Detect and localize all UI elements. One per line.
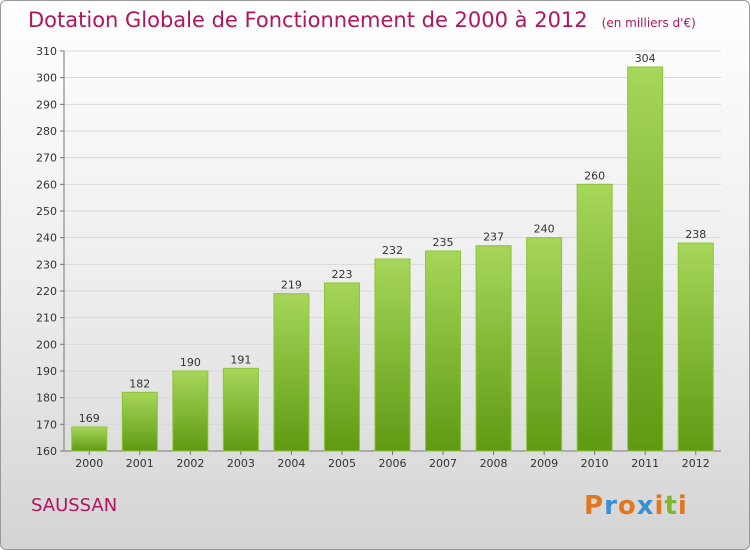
y-tick-label: 240 — [36, 232, 57, 245]
y-tick-label: 260 — [36, 178, 57, 191]
y-tick-label: 190 — [36, 365, 57, 378]
y-tick-label: 160 — [36, 445, 57, 458]
y-tick-label: 200 — [36, 338, 57, 351]
x-tick-label: 2010 — [581, 457, 609, 470]
bar-2004 — [273, 293, 310, 452]
value-label: 235 — [433, 236, 454, 249]
value-label: 223 — [331, 268, 352, 281]
y-tick-label: 270 — [36, 152, 57, 165]
value-label: 190 — [180, 356, 201, 369]
logo-letter: o — [617, 491, 637, 521]
bar-2007 — [425, 250, 462, 452]
bar-2010 — [576, 183, 613, 452]
x-tick-label: 2008 — [480, 457, 508, 470]
y-tick-label: 170 — [36, 418, 57, 431]
commune-name: SAUSSAN — [31, 495, 118, 516]
y-tick-label: 220 — [36, 285, 57, 298]
y-tick-label: 280 — [36, 125, 57, 138]
x-tick-label: 2003 — [227, 457, 255, 470]
bar-2005 — [323, 282, 360, 452]
y-tick-label: 210 — [36, 312, 57, 325]
logo-letter: t — [664, 491, 678, 521]
x-tick-label: 2002 — [176, 457, 204, 470]
y-tick-label: 250 — [36, 205, 57, 218]
x-tick-label: 2001 — [126, 457, 154, 470]
value-label: 182 — [129, 377, 150, 390]
bar-2003 — [222, 367, 259, 452]
bar-2001 — [121, 391, 158, 452]
value-label: 238 — [685, 228, 706, 241]
chart-unit: (en milliers d'€) — [601, 16, 696, 30]
bar-2012 — [677, 242, 714, 452]
value-label: 219 — [281, 279, 302, 292]
x-tick-label: 2009 — [530, 457, 558, 470]
x-tick-label: 2005 — [328, 457, 356, 470]
bar-2006 — [374, 258, 411, 452]
chart-title-group: Dotation Globale de Fonctionnement de 20… — [28, 8, 696, 32]
x-tick-label: 2011 — [631, 457, 659, 470]
logo-letter: i — [654, 491, 665, 521]
chart-title: Dotation Globale de Fonctionnement de 20… — [28, 8, 588, 32]
x-tick-label: 2004 — [277, 457, 305, 470]
y-tick-label: 290 — [36, 98, 57, 111]
value-label: 260 — [584, 169, 605, 182]
x-tick-label: 2012 — [682, 457, 710, 470]
y-tick-label: 180 — [36, 392, 57, 405]
bar-2008 — [475, 245, 512, 452]
bar-2000 — [71, 426, 108, 452]
value-label: 237 — [483, 231, 504, 244]
x-tick-label: 2000 — [75, 457, 103, 470]
value-label: 191 — [230, 353, 251, 366]
logo-letter: P — [584, 491, 605, 521]
y-tick-label: 230 — [36, 258, 57, 271]
value-label: 232 — [382, 244, 403, 257]
x-tick-label: 2006 — [379, 457, 407, 470]
bar-2002 — [172, 370, 209, 452]
value-label: 304 — [635, 52, 656, 65]
x-tick-label: 2007 — [429, 457, 457, 470]
y-tick-label: 300 — [36, 72, 57, 85]
logo-letter: x — [636, 491, 655, 521]
value-label: 240 — [534, 223, 555, 236]
bar-2011 — [627, 66, 664, 452]
logo-letter: r — [604, 491, 618, 521]
bar-2009 — [526, 237, 563, 452]
logo-letter: i — [677, 491, 688, 521]
value-label: 169 — [79, 412, 100, 425]
proxiti-logo: Proxiti — [584, 491, 688, 521]
y-tick-label: 310 — [36, 45, 57, 58]
